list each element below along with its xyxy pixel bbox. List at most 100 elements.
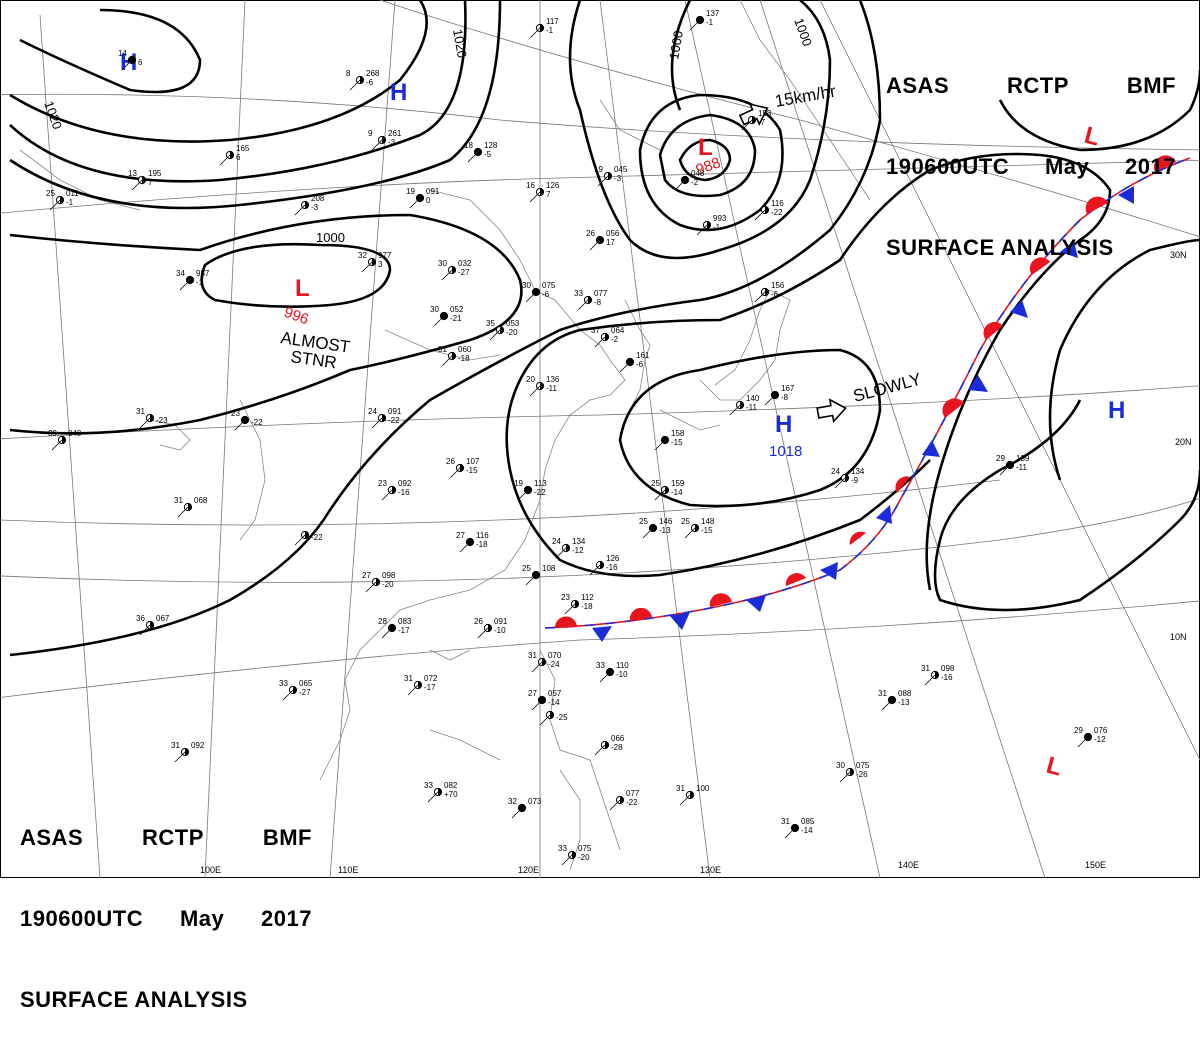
station-wind-barb bbox=[525, 291, 537, 303]
station-pressure: 139 bbox=[1016, 454, 1030, 463]
station-cloud-cover bbox=[60, 196, 64, 204]
station-wind-barb bbox=[679, 794, 691, 806]
station-pressure: 268 bbox=[366, 69, 380, 78]
station-tendency: -1 bbox=[546, 26, 554, 35]
station-cloud-cover bbox=[892, 696, 896, 704]
station-cloud-cover bbox=[478, 148, 482, 156]
station-plot: 30 052-21 bbox=[430, 305, 464, 327]
station-cloud-cover bbox=[850, 768, 854, 776]
station-tendency: -16 bbox=[398, 488, 410, 497]
station-tendency: -22 bbox=[626, 798, 638, 807]
station-tendency: -3 bbox=[311, 203, 319, 212]
station-tendency: -27 bbox=[299, 688, 311, 697]
station-cloud-cover bbox=[752, 116, 756, 124]
station-plot: 993-1 bbox=[696, 214, 727, 236]
station-wind-barb bbox=[754, 291, 766, 303]
station-pressure: 011 bbox=[66, 189, 79, 198]
station-plot: 25 011-1 bbox=[46, 189, 79, 211]
station-temperature: 26 bbox=[446, 457, 455, 466]
station-pressure: 208 bbox=[311, 194, 325, 203]
station-plot: 116-22 bbox=[754, 199, 784, 221]
station-wind-barb bbox=[371, 417, 383, 429]
station-cloud-cover bbox=[572, 851, 576, 859]
isobars bbox=[9, 0, 1200, 657]
station-tendency: -21 bbox=[450, 314, 462, 323]
station-cloud-cover bbox=[540, 382, 544, 390]
station-cloud-cover bbox=[132, 56, 136, 64]
station-pressure: 040 bbox=[68, 429, 82, 438]
stationary-front bbox=[544, 155, 1191, 642]
title-bottom-center: RCTP bbox=[142, 825, 204, 850]
station-plot: 19 045-3 bbox=[594, 165, 628, 187]
station-wind-barb bbox=[594, 336, 606, 348]
station-pressure: 110 bbox=[616, 661, 629, 670]
station-tendency: -20 bbox=[506, 328, 518, 337]
station-tendency: -1 bbox=[713, 223, 721, 232]
station-plot: 18 128-5 bbox=[464, 141, 498, 163]
station-cloud-cover bbox=[392, 624, 396, 632]
lat-label-30n: 30N bbox=[1170, 250, 1187, 260]
station-pressure: 977 bbox=[378, 251, 392, 260]
station-wind-barb bbox=[609, 799, 621, 811]
station-plot: 140-11 bbox=[729, 394, 760, 416]
station-temperature: 33 bbox=[574, 289, 583, 298]
station-wind-barb bbox=[219, 154, 231, 166]
station-cloud-cover bbox=[470, 538, 474, 546]
station-cloud-cover bbox=[540, 24, 544, 32]
station-tendency: 7 bbox=[546, 190, 551, 199]
station-pressure: 098 bbox=[941, 664, 955, 673]
station-tendency: 17 bbox=[606, 238, 615, 247]
station-wind-barb bbox=[999, 464, 1011, 476]
station-wind-barb bbox=[589, 239, 601, 251]
station-tendency: -2 bbox=[611, 335, 619, 344]
station-wind-barb bbox=[467, 151, 479, 163]
station-pressure: 070 bbox=[548, 651, 562, 660]
station-plot: 24 091-22 bbox=[368, 407, 402, 429]
station-plot: 36 067 bbox=[136, 614, 170, 636]
station-wind-barb bbox=[179, 279, 191, 291]
station-temperature: 25 bbox=[639, 517, 648, 526]
station-tendency: -22 bbox=[388, 416, 400, 425]
station-temperature: 35 bbox=[486, 319, 495, 328]
station-tendency: -18 bbox=[458, 354, 470, 363]
lon-label-150e: 150E bbox=[1085, 860, 1106, 870]
station-plot: 37 064-2 bbox=[591, 326, 625, 348]
station-cloud-cover bbox=[588, 296, 592, 304]
station-tendency: +70 bbox=[444, 790, 458, 799]
station-cloud-cover bbox=[935, 671, 939, 679]
isobar-label-1000-north: 1000 bbox=[666, 29, 686, 60]
station-pressure: 085 bbox=[801, 817, 815, 826]
lon-label-130e: 130E bbox=[700, 865, 721, 875]
station-tendency: -16 bbox=[606, 563, 618, 572]
station-temperature: 28 bbox=[378, 617, 387, 626]
station-wind-barb bbox=[49, 199, 61, 211]
station-cloud-cover bbox=[360, 76, 364, 84]
station-tendency: -26 bbox=[856, 770, 868, 779]
lat-label-20n: 20N bbox=[1175, 437, 1192, 447]
station-pressure: 066 bbox=[611, 734, 625, 743]
station-plot: 25 148-15 bbox=[681, 517, 715, 539]
station-temperature: 24 bbox=[552, 537, 561, 546]
station-wind-barb bbox=[349, 79, 361, 91]
station-plot: 29 076-12 bbox=[1074, 726, 1108, 748]
station-plot: 29 139-11 bbox=[996, 454, 1030, 476]
high-pressure-n-symbol: H bbox=[390, 79, 407, 106]
station-plot: -22 bbox=[294, 530, 323, 546]
station-temperature: 27 bbox=[456, 531, 465, 540]
station-temperature: 31 bbox=[878, 689, 887, 698]
station-cloud-cover bbox=[305, 201, 309, 209]
station-wind-barb bbox=[839, 771, 851, 783]
station-temperature: 31 bbox=[438, 345, 447, 354]
title-top-code: BMF bbox=[1126, 73, 1176, 98]
station-cloud-cover bbox=[700, 16, 704, 24]
station-tendency: -14 bbox=[548, 698, 560, 707]
station-wind-barb bbox=[531, 699, 543, 711]
station-plot: 137-1 bbox=[689, 9, 720, 31]
station-plot: 31 092 bbox=[171, 741, 205, 763]
station-wind-barb bbox=[489, 329, 501, 341]
station-wind-barb bbox=[371, 139, 383, 151]
station-wind-barb bbox=[365, 581, 377, 593]
longitude-labels: 100E 110E 120E 130E 140E 150E bbox=[200, 860, 1106, 875]
station-cloud-cover bbox=[382, 136, 386, 144]
